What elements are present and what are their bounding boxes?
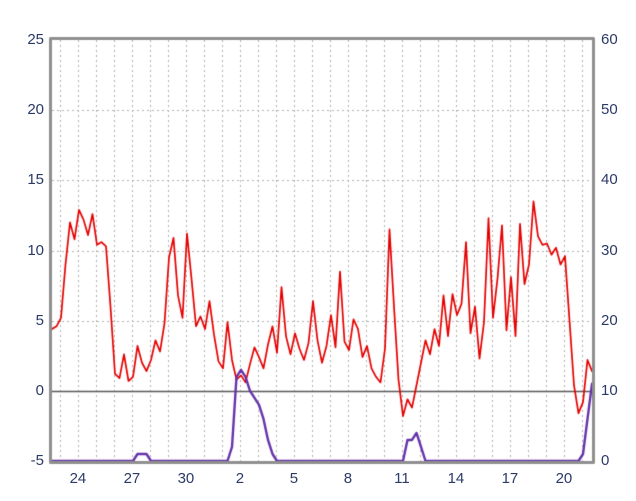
x-axis-tick-label: 2 bbox=[235, 470, 245, 487]
y-axis-left-tick-label: 5 bbox=[35, 311, 44, 329]
x-axis-tick-label: 11 bbox=[394, 470, 410, 487]
y-axis-right-tick-label: 20 bbox=[601, 311, 618, 329]
x-axis-tick-label: 20 bbox=[555, 470, 573, 487]
y-axis-right-tick-label: 10 bbox=[601, 381, 618, 399]
x-axis-tick-label: 17 bbox=[501, 470, 519, 487]
y-axis-left-tick-label: 15 bbox=[27, 171, 44, 189]
y-axis-left-tick-label: 10 bbox=[27, 241, 44, 259]
x-axis-tick-label: 27 bbox=[123, 470, 141, 487]
x-axis-tick-label: 5 bbox=[289, 470, 299, 487]
y-axis-left-tick-label: -5 bbox=[30, 452, 44, 469]
y-axis-left-tick-label: 0 bbox=[35, 381, 44, 399]
y-axis-right-tick-label: 60 bbox=[601, 31, 618, 48]
x-axis-tick-label: 24 bbox=[69, 470, 87, 487]
y-axis-right-tick-label: 40 bbox=[601, 171, 618, 189]
y-axis-right-tick-label: 50 bbox=[601, 101, 618, 119]
y-axis-left-tick-label: 20 bbox=[27, 101, 44, 119]
y-axis-right-tick-label: 0 bbox=[601, 452, 610, 469]
y-axis-left-tick-label: 25 bbox=[27, 31, 44, 48]
x-axis-tick-label: 8 bbox=[343, 470, 353, 487]
y-axis-right-tick-label: 30 bbox=[601, 241, 618, 259]
x-axis-tick-label: 14 bbox=[447, 470, 465, 487]
x-axis-tick-label: 30 bbox=[177, 470, 195, 487]
